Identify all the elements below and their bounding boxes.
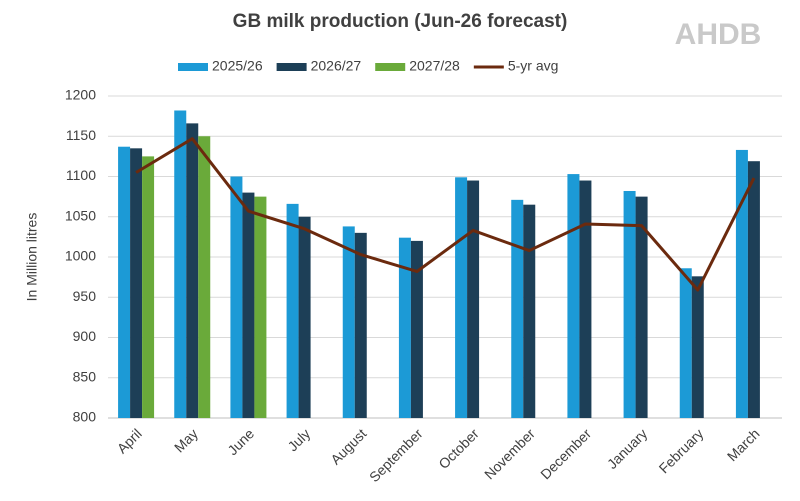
x-tick-label: April (114, 425, 145, 456)
legend-swatch (276, 63, 307, 71)
bar (342, 226, 355, 418)
bar (455, 177, 468, 418)
x-tick-label: September (366, 425, 426, 485)
bar (186, 123, 199, 419)
x-tick-label: December (537, 425, 594, 482)
bar (635, 196, 648, 418)
x-tick-label: November (481, 425, 538, 482)
legend-item: 2027/28 (375, 58, 460, 74)
legend-item: 5-yr avg (473, 58, 559, 74)
bar (286, 203, 299, 418)
y-axis-label: In Million litres (24, 213, 40, 302)
bar (174, 110, 187, 419)
bar (523, 204, 536, 418)
bar (242, 192, 255, 418)
legend-item: 2025/26 (178, 58, 263, 74)
bar (579, 180, 592, 418)
bar (354, 232, 367, 418)
x-tick-label: January (604, 425, 651, 472)
legend-swatch (178, 63, 208, 71)
bar (511, 199, 524, 418)
bar (398, 237, 411, 418)
x-tick-label: October (435, 425, 482, 472)
y-tick-label: 950 (73, 288, 97, 304)
bar (142, 156, 155, 418)
legend-label: 2027/28 (409, 58, 460, 74)
legend-item: 2026/27 (276, 58, 362, 74)
x-tick-label: August (327, 425, 369, 467)
bar (230, 176, 243, 418)
legend-label: 2026/27 (311, 58, 362, 74)
y-tick-label: 900 (73, 328, 97, 344)
legend-swatch (375, 63, 406, 71)
bar (735, 149, 748, 418)
bar (467, 180, 480, 418)
x-tick-label: February (656, 425, 707, 476)
y-tick-label: 1150 (66, 127, 96, 143)
bar (410, 240, 423, 418)
bar (747, 161, 760, 418)
bar (623, 190, 636, 418)
x-tick-label: July (284, 425, 313, 454)
x-tick-label: June (224, 425, 257, 458)
y-tick-label: 1000 (65, 248, 96, 264)
bar (679, 268, 692, 418)
bar (118, 146, 131, 418)
y-tick-label: 1050 (65, 207, 96, 223)
bar (198, 136, 211, 418)
line (135, 137, 756, 292)
y-tick-label: 800 (73, 409, 97, 425)
bar (298, 216, 311, 418)
logo: AHDB (675, 18, 762, 51)
legend-label: 2025/26 (212, 58, 263, 74)
x-tick-label: May (171, 425, 201, 455)
bar (254, 196, 267, 418)
y-tick-label: 850 (73, 368, 97, 384)
bar (567, 174, 580, 418)
bar (691, 276, 704, 418)
y-tick-label: 1200 (65, 87, 96, 103)
bar (130, 148, 143, 418)
chart-title: GB milk production (Jun-26 forecast) (233, 11, 568, 32)
x-tick-label: March (724, 425, 763, 464)
legend-label: 5-yr avg (508, 58, 559, 74)
y-tick-label: 1100 (66, 167, 96, 183)
